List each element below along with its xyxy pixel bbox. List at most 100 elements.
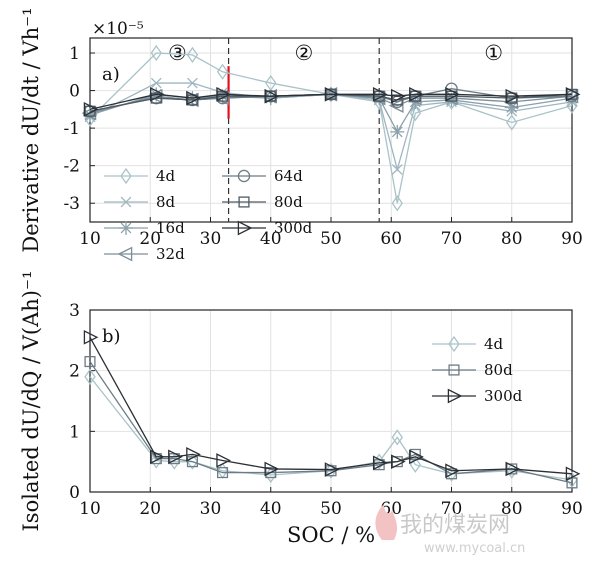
x-axis-label: SOC / %	[287, 523, 375, 547]
x-tick-label-70: 70	[441, 229, 463, 249]
point-300d-61	[391, 454, 406, 470]
point-300d-32	[216, 86, 232, 102]
x-tick-label-70: 70	[441, 499, 463, 519]
legend-label-32d: 32d	[156, 245, 185, 263]
point-8d-27	[187, 77, 198, 89]
panel-b-legend: 4d 80d 300d	[432, 335, 523, 405]
y-tick-label-0: 0	[69, 483, 80, 503]
point-300d-64	[409, 86, 424, 102]
x-tick-label-90: 90	[561, 229, 583, 249]
point-300d-10	[83, 101, 99, 117]
legend-label-80d: 80d	[274, 193, 303, 211]
point-300d-21	[150, 86, 165, 102]
y-tick-label-3: 3	[69, 301, 80, 321]
point-300d-58	[372, 86, 388, 102]
legend-label-4d: 4d	[156, 167, 176, 185]
x-tick-label-10: 10	[79, 229, 101, 249]
region-label-1: ③	[168, 41, 187, 65]
point-80d-21	[150, 92, 162, 104]
x-tick-label-80: 80	[501, 229, 523, 249]
y-tick-label-1: 1	[69, 422, 80, 442]
x-tick-label-30: 30	[200, 229, 222, 249]
point-300d-24	[168, 449, 183, 465]
series-line-4d	[89, 52, 573, 204]
legend-item-80d: 80d	[432, 361, 513, 379]
point-4d-27	[186, 46, 199, 64]
legend-marker-8d	[120, 196, 132, 208]
legend-label-8d: 8d	[156, 193, 176, 211]
y-tick-label--3: -3	[63, 194, 80, 214]
x-tick-label-50: 50	[320, 229, 342, 249]
x-tick-label-60: 60	[380, 229, 402, 249]
point-80d-32	[216, 467, 229, 479]
point-8d-21	[150, 77, 162, 89]
point-32d-61	[388, 98, 404, 113]
point-16d-40	[263, 91, 278, 106]
x-tick-label-30: 30	[200, 499, 222, 519]
legend-item-32d: 32d	[104, 245, 185, 263]
point-4d-21	[150, 44, 162, 62]
point-4d-61	[391, 195, 403, 212]
legend-label-64d: 64d	[274, 167, 303, 185]
legend-marker-300d	[237, 220, 253, 236]
point-4d-10	[84, 368, 96, 385]
panel-b-label: b)	[102, 326, 121, 347]
point-80d-64	[409, 448, 421, 460]
point-300d-70	[445, 86, 460, 102]
y-tick-label-0: 0	[69, 82, 80, 102]
point-300d-64	[409, 449, 424, 465]
legend-marker-300d	[447, 388, 463, 404]
point-300d-40	[264, 461, 280, 477]
legend-marker-4d	[120, 167, 132, 185]
point-300d-27	[186, 447, 201, 462]
point-16d-10	[83, 107, 97, 122]
y-tick-label--1: -1	[63, 119, 80, 139]
point-300d-32	[216, 453, 232, 468]
legend-marker-16d	[119, 221, 133, 235]
series-line-300d	[89, 336, 573, 475]
legend-marker-80d	[238, 196, 250, 208]
point-16d-70	[444, 92, 459, 107]
panel-b-ylabel: Isolated dU/dQ / V(Ah)⁻¹	[19, 271, 43, 532]
legend-marker-64d	[237, 169, 251, 183]
point-80d-40	[265, 467, 277, 479]
point-300d-61	[391, 88, 406, 104]
x-tick-label-40: 40	[260, 229, 282, 249]
legend-item-80d: 80d	[222, 193, 303, 211]
x-tick-label-90: 90	[561, 499, 583, 519]
y-exponent-label: ×10⁻⁵	[92, 19, 144, 39]
point-4d-61	[391, 429, 403, 446]
x-tick-label-40: 40	[260, 499, 282, 519]
legend-item-4d: 4d	[104, 167, 176, 185]
point-4d-64	[409, 104, 422, 122]
x-tick-label-10: 10	[79, 499, 101, 519]
point-80d-10	[84, 356, 96, 368]
point-4d-32	[216, 63, 229, 80]
point-300d-80	[505, 461, 521, 477]
watermark-url: www.mycoal.cn	[424, 541, 525, 556]
point-300d-70	[445, 463, 460, 479]
series-300d	[83, 329, 581, 482]
point-300d-10	[83, 329, 99, 345]
point-300d-90	[565, 466, 581, 482]
point-80d-61	[391, 94, 403, 106]
panel-a-label: a)	[102, 64, 120, 85]
point-300d-40	[264, 88, 280, 104]
legend-label-16d: 16d	[156, 219, 185, 237]
y-tick-label-1: 1	[69, 44, 80, 64]
point-300d-50	[324, 462, 340, 477]
x-tick-label-20: 20	[139, 229, 161, 249]
watermark-flame-icon	[375, 504, 398, 540]
point-300d-50	[324, 86, 340, 102]
point-300d-90	[565, 86, 581, 102]
point-4d-90	[566, 97, 578, 114]
legend-label-300d: 300d	[484, 387, 523, 405]
series-300d	[83, 86, 581, 117]
x-tick-label-20: 20	[139, 499, 161, 519]
y-tick-label-2: 2	[69, 362, 80, 382]
y-tick-label--2: -2	[63, 157, 80, 177]
legend-label-300d: 300d	[274, 219, 313, 237]
legend-marker-4d	[448, 335, 460, 353]
point-4d-80	[506, 114, 518, 131]
